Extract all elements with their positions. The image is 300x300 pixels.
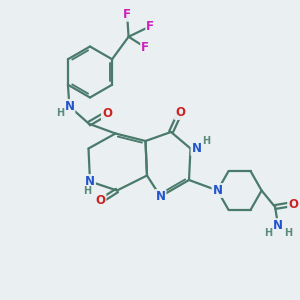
Text: H: H (284, 228, 293, 238)
Text: O: O (288, 197, 298, 211)
Text: F: F (146, 20, 154, 33)
Text: N: N (212, 184, 223, 197)
Text: N: N (191, 142, 202, 155)
Text: N: N (64, 100, 74, 113)
Text: F: F (141, 41, 149, 54)
Text: H: H (56, 108, 64, 118)
Text: H: H (264, 228, 273, 238)
Text: N: N (85, 175, 95, 188)
Text: N: N (155, 190, 166, 203)
Text: H: H (83, 186, 92, 196)
Text: O: O (102, 107, 112, 120)
Text: F: F (123, 8, 131, 21)
Text: N: N (273, 219, 283, 232)
Text: O: O (175, 106, 185, 119)
Text: H: H (202, 136, 210, 146)
Text: O: O (95, 194, 106, 208)
